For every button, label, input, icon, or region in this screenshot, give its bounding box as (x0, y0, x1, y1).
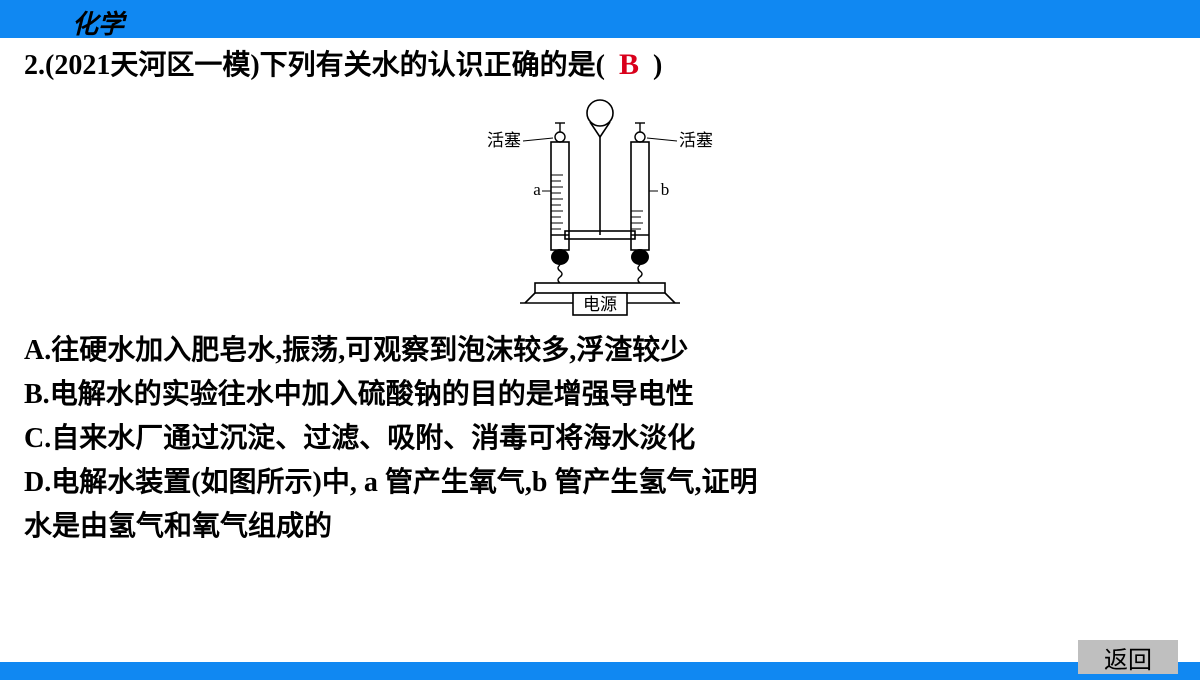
answer-letter: B (619, 48, 639, 81)
options-block: A.往硬水加入肥皂水,振荡,可观察到泡沫较多,浮渣较少 B.电解水的实验往水中加… (24, 329, 1176, 549)
svg-text:活塞: 活塞 (679, 131, 713, 150)
bottom-bar (0, 662, 1200, 680)
option-d-line2: 水是由氢气和氧气组成的 (24, 505, 1176, 549)
diagram-container: 电源 活塞 活塞 a b (24, 95, 1176, 325)
electrolysis-diagram: 电源 活塞 活塞 a b (465, 95, 735, 325)
question-number: 2. (24, 50, 45, 81)
question-text: 下列有关水的认识正确的是 (260, 50, 596, 81)
content-area: 2.(2021天河区一模)下列有关水的认识正确的是( B ) (0, 38, 1200, 549)
option-a: A.往硬水加入肥皂水,振荡,可观察到泡沫较多,浮渣较少 (24, 329, 1176, 373)
top-bar: 化学 (0, 0, 1200, 38)
option-d-line1: D.电解水装置(如图所示)中, a 管产生氧气,b 管产生氢气,证明 (24, 461, 1176, 505)
close-paren: ) (653, 50, 662, 81)
back-button[interactable]: 返回 (1078, 640, 1178, 674)
subject-title: 化学 (72, 4, 124, 41)
open-paren: ( (596, 50, 605, 81)
option-c: C.自来水厂通过沉淀、过滤、吸附、消毒可将海水淡化 (24, 417, 1176, 461)
question-stem: 2.(2021天河区一模)下列有关水的认识正确的是( B ) (24, 44, 1176, 87)
svg-text:电源: 电源 (583, 295, 617, 314)
question-source: (2021天河区一模) (45, 50, 260, 81)
option-b: B.电解水的实验往水中加入硫酸钠的目的是增强导电性 (24, 373, 1176, 417)
svg-text:b: b (661, 180, 670, 199)
svg-text:a: a (533, 180, 541, 199)
svg-text:活塞: 活塞 (487, 131, 521, 150)
